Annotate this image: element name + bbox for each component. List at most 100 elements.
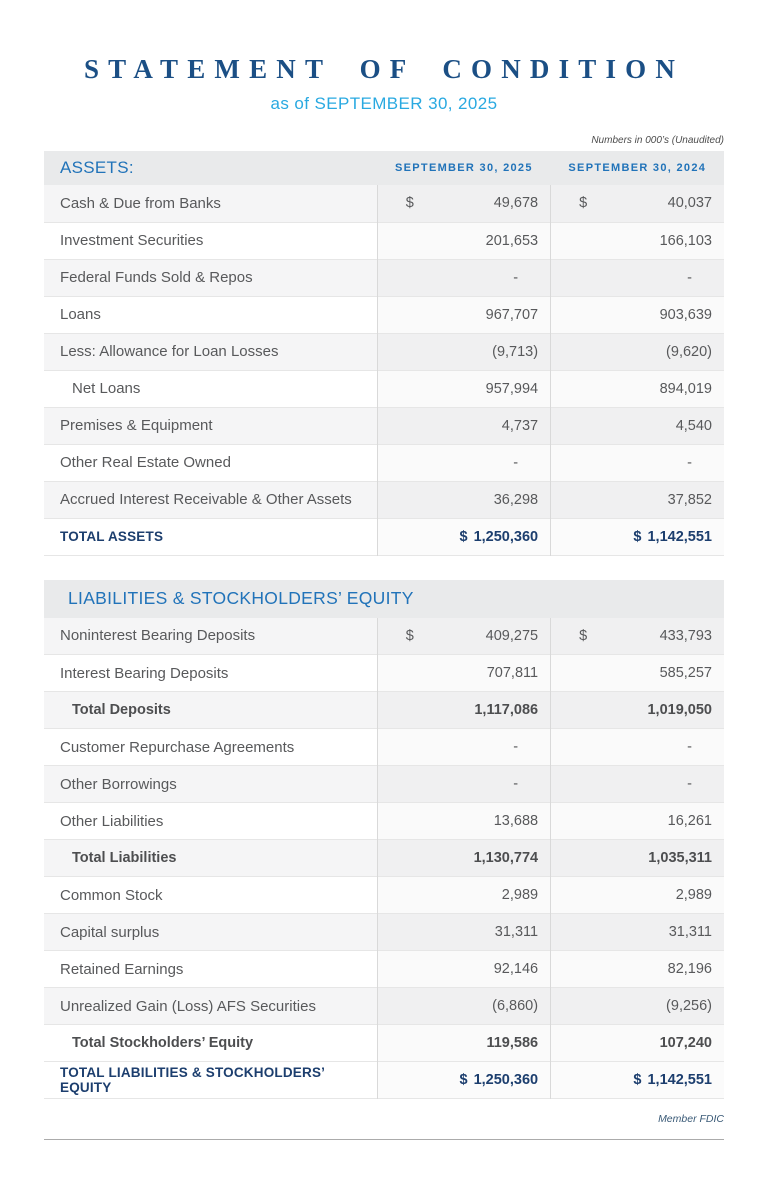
table-row: TOTAL ASSETS $1,250,360 $1,142,551	[44, 518, 724, 555]
value-text: 166,103	[659, 232, 712, 249]
table-row: TOTAL LIABILITIES & STOCKHOLDERS’ EQUITY…	[44, 1061, 724, 1099]
table-row: Other Real Estate Owned - -	[44, 444, 724, 481]
liabilities-table: LIABILITIES & STOCKHOLDERS’ EQUITY Nonin…	[44, 579, 724, 1100]
table-row: Accrued Interest Receivable & Other Asse…	[44, 481, 724, 518]
row-value-2024: -	[550, 259, 724, 296]
row-label: Common Stock	[60, 886, 163, 904]
row-value-2025: $1,250,360	[376, 1061, 551, 1099]
value-text: 1,035,311	[648, 850, 712, 866]
table-row: Federal Funds Sold & Repos - -	[44, 259, 724, 296]
value-text: 1,117,086	[474, 702, 539, 718]
table-row: Unrealized Gain (Loss) AFS Securities (6,…	[44, 987, 724, 1025]
value-text: 433,793	[659, 627, 712, 644]
row-value-2025: 119,586	[376, 1024, 551, 1062]
row-value-2024: $40,037	[550, 185, 724, 222]
currency-symbol: $	[579, 195, 588, 212]
value-text: 201,653	[485, 232, 539, 249]
row-label: Total Liabilities	[72, 850, 177, 866]
value-text: -	[513, 739, 519, 755]
table-row: Total Stockholders’ Equity 119,586 107,240	[44, 1024, 724, 1062]
value-text: 31,311	[668, 924, 712, 940]
row-value-2024: 894,019	[550, 370, 724, 407]
row-value-2025: (6,860)	[376, 987, 551, 1025]
value-text: 107,240	[659, 1035, 712, 1051]
row-value-2025: $409,275	[376, 617, 551, 655]
row-label: Capital surplus	[60, 923, 160, 941]
row-value-2024: 166,103	[550, 222, 724, 259]
row-value-2024: 585,257	[550, 654, 724, 692]
row-value-2025: 31,311	[376, 913, 551, 951]
row-label: Accrued Interest Receivable & Other Asse…	[60, 491, 352, 508]
value-text: 1,250,360	[473, 1072, 539, 1088]
row-value-2024: -	[550, 728, 724, 766]
row-label: Investment Securities	[60, 232, 204, 249]
value-text: 2,989	[501, 887, 539, 903]
row-value-2025: $1,250,360	[376, 518, 551, 555]
row-value-2024: 37,852	[550, 481, 724, 518]
currency-symbol: $	[633, 528, 642, 545]
value-text: 409,275	[485, 627, 539, 644]
liabilities-section-header: LIABILITIES & STOCKHOLDERS’ EQUITY	[44, 579, 724, 618]
assets-section-header: ASSETS: SEPTEMBER 30, 2025 SEPTEMBER 30,…	[44, 151, 724, 185]
value-text: 1,250,360	[473, 528, 539, 545]
value-text: 13,688	[493, 813, 539, 829]
row-value-2024: 82,196	[550, 950, 724, 988]
row-value-2025: -	[376, 765, 551, 803]
row-value-2025: 957,994	[376, 370, 551, 407]
table-row: Interest Bearing Deposits 707,811 585,257	[44, 654, 724, 692]
table-row: Cash & Due from Banks $49,678 $40,037	[44, 185, 724, 222]
statement-page: STATEMENT OF CONDITION as of SEPTEMBER 3…	[44, 54, 724, 1140]
value-text: 1,019,050	[647, 702, 712, 718]
row-label: Total Stockholders’ Equity	[72, 1035, 254, 1051]
value-text: -	[513, 269, 519, 286]
row-label: Other Liabilities	[60, 812, 164, 830]
row-label: Noninterest Bearing Deposits	[60, 627, 256, 645]
table-row: Retained Earnings 92,146 82,196	[44, 950, 724, 988]
row-value-2025: 201,653	[376, 222, 551, 259]
table-row: Total Deposits 1,117,086 1,019,050	[44, 691, 724, 729]
column-header-2024: SEPTEMBER 30, 2024	[550, 151, 724, 185]
table-row: Other Liabilities 13,688 16,261	[44, 802, 724, 840]
table-row: Noninterest Bearing Deposits $409,275 $433…	[44, 617, 724, 655]
row-value-2024: $1,142,551	[550, 1061, 724, 1099]
row-value-2024: -	[550, 765, 724, 803]
assets-section-label: ASSETS:	[44, 151, 378, 185]
row-value-2025: 1,130,774	[376, 839, 551, 877]
row-value-2025: -	[376, 259, 551, 296]
value-text: 36,298	[493, 491, 539, 508]
row-value-2025: 967,707	[376, 296, 551, 333]
row-label: Federal Funds Sold & Repos	[60, 269, 253, 286]
value-text: 4,540	[675, 417, 712, 434]
value-text: 2,989	[675, 887, 712, 903]
currency-symbol: $	[579, 627, 588, 644]
section-spacer	[44, 556, 724, 580]
row-value-2025: -	[376, 728, 551, 766]
value-text: 1,142,551	[647, 528, 712, 545]
value-text: 119,586	[486, 1035, 539, 1051]
row-value-2025: 36,298	[376, 481, 551, 518]
row-value-2024: 2,989	[550, 876, 724, 914]
row-label: Retained Earnings	[60, 960, 184, 978]
row-value-2024: 4,540	[550, 407, 724, 444]
value-text: 957,994	[485, 380, 539, 397]
table-row: Less: Allowance for Loan Losses (9,713) (9…	[44, 333, 724, 370]
table-row: Loans 967,707 903,639	[44, 296, 724, 333]
currency-symbol: $	[459, 528, 468, 545]
row-label: Less: Allowance for Loan Losses	[60, 343, 279, 360]
row-label: TOTAL LIABILITIES & STOCKHOLDERS’ EQUITY	[60, 1065, 325, 1095]
page-title: STATEMENT OF CONDITION	[83, 54, 685, 84]
row-label: Other Real Estate Owned	[60, 454, 231, 471]
value-text: 31,311	[494, 924, 539, 940]
value-text: 585,257	[659, 665, 712, 681]
row-value-2024: -	[550, 444, 724, 481]
row-value-2024: (9,620)	[550, 333, 724, 370]
row-value-2025: 2,989	[376, 876, 551, 914]
value-text: 16,261	[667, 813, 712, 829]
table-row: Capital surplus 31,311 31,311	[44, 913, 724, 951]
row-value-2024: (9,256)	[550, 987, 724, 1025]
row-value-2024: 1,019,050	[550, 691, 724, 729]
value-text: 40,037	[667, 195, 712, 212]
liabilities-section-label: LIABILITIES & STOCKHOLDERS’ EQUITY	[44, 579, 724, 618]
row-value-2025: 92,146	[376, 950, 551, 988]
row-label: Cash & Due from Banks	[60, 194, 221, 212]
